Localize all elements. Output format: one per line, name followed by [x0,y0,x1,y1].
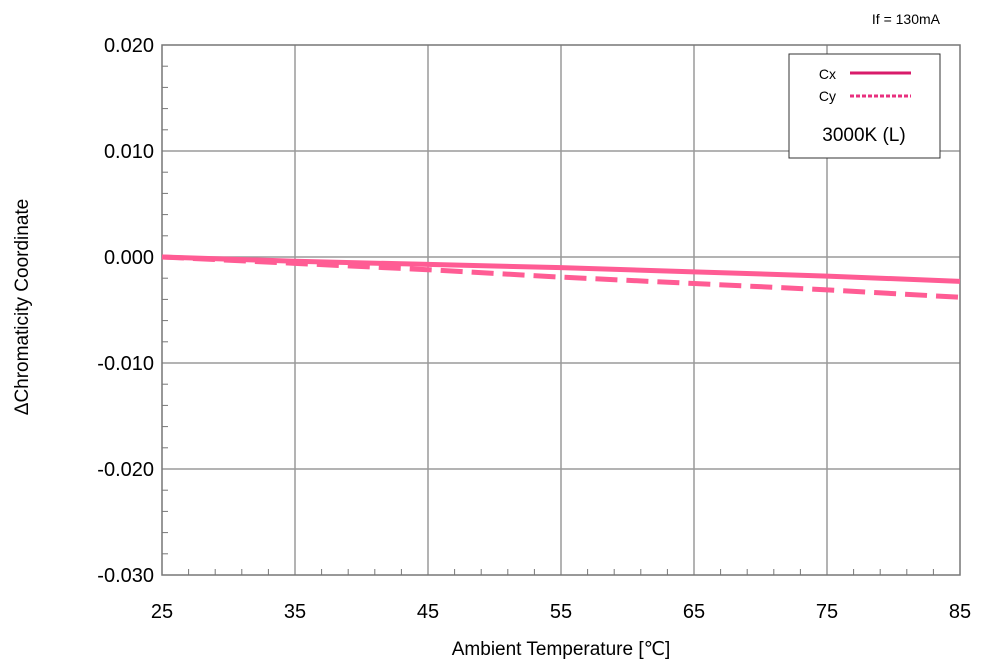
x-tick-labels: 25 35 45 55 65 75 85 [151,601,971,623]
series-line-cy [161,254,961,300]
minor-ticks [162,65,934,575]
x-tick-label: 35 [284,601,306,623]
legend-box [788,53,941,159]
series-layer [161,254,961,300]
legend-label-cy: Cy [819,88,836,104]
x-tick-label: 65 [683,601,705,623]
y-tick-labels: 0.020 0.010 0.000 -0.010 -0.020 -0.030 [97,35,154,587]
x-tick-label: 85 [949,601,971,623]
y-tick-label: 0.010 [104,141,154,163]
x-axis-title: Ambient Temperature [℃] [452,639,670,660]
annotation-label: 3000K (L) [822,125,905,146]
legend: Cx Cy 3000K (L) [788,53,941,159]
x-tick-label: 75 [816,601,838,623]
plot-frame [161,44,961,576]
x-tick-label: 55 [550,601,572,623]
y-axis-title: ΔChromaticity Coordinate [12,199,33,416]
legend-label-cx: Cx [819,66,836,82]
y-tick-label: -0.030 [97,565,154,587]
y-tick-label: -0.020 [97,459,154,481]
x-tick-label: 25 [151,601,173,623]
x-tick-label: 45 [417,601,439,623]
condition-label: If = 130mA [872,11,941,27]
y-tick-label: 0.000 [104,247,154,269]
y-tick-label: -0.010 [97,353,154,375]
y-tick-label: 0.020 [104,35,154,57]
